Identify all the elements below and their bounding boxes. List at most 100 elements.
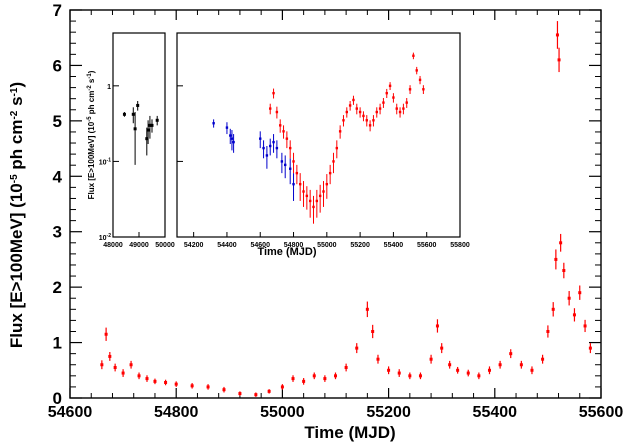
inset-right-data-point <box>375 110 378 114</box>
main-data-point <box>519 363 523 367</box>
main-data-point <box>344 366 348 370</box>
y-tick-label: 1 <box>53 334 62 353</box>
inset-right-data-point <box>418 78 422 82</box>
main-data-point <box>408 374 412 378</box>
inset-right-data-point <box>212 122 215 125</box>
inset-left-plot: 48000 49000 50000 10-2 1 10-1 <box>99 32 175 249</box>
main-data-point <box>562 269 566 273</box>
inset-right-data-point <box>422 88 425 91</box>
inset-right-data-point <box>395 107 398 110</box>
inset-right-data-point <box>275 146 279 150</box>
y-axis-title-part-2: ph cm <box>7 120 26 175</box>
inset-right-data-point <box>362 114 365 118</box>
x-axis-title: Time (MJD) <box>304 423 395 442</box>
inset-left-x-tick-label: 50000 <box>155 242 175 249</box>
main-data-point <box>572 313 576 317</box>
main-data-point <box>541 357 545 361</box>
inset-right-data-point <box>325 182 329 186</box>
inset-right-data-point <box>262 146 265 150</box>
inset-left-y-tick-label: 10-2 <box>99 233 111 242</box>
inset-right-data-point <box>372 119 375 122</box>
inset-right-data-point <box>269 144 272 148</box>
y-tick-label: 2 <box>53 278 62 297</box>
inset-right-data-point <box>355 107 358 110</box>
inset-right-data-point <box>259 137 262 140</box>
inset-right-data-point <box>318 194 322 198</box>
inset-right-data-point <box>284 163 287 167</box>
y-axis-title: Flux [E>100MeV] (10-5 ph cm-2 s-1) <box>7 82 26 348</box>
y-axis-title-part-4: ) <box>7 82 26 88</box>
inset-right-data-point <box>335 146 339 150</box>
x-tick-label: 55200 <box>366 404 411 421</box>
inset-right-x-tick-label: 55600 <box>417 242 437 249</box>
main-data-point <box>365 307 369 311</box>
inset-right-data-point <box>412 54 415 57</box>
main-data-point <box>440 346 444 350</box>
main-data-point <box>291 377 295 381</box>
inset-right-data-point <box>308 199 312 203</box>
main-data-point <box>190 384 194 388</box>
y-axis-title-sup-3: -1 <box>9 87 20 96</box>
main-data-point <box>551 307 555 311</box>
main-data-point <box>121 371 125 375</box>
inset-right-x-tick-label: 55400 <box>384 242 404 249</box>
inset-left-data-point <box>145 137 149 141</box>
inset-left-data-point <box>133 127 137 131</box>
main-plot-frame <box>69 9 602 399</box>
main-data-point <box>164 380 168 384</box>
main-data-point <box>222 388 226 392</box>
inset-right-plot: 54200 54400 54600 54800 55000 55200 55400 55600… <box>176 32 470 249</box>
inset-right-data-point <box>388 84 392 88</box>
x-tick-label: 54600 <box>48 404 93 421</box>
inset-right-data-point <box>229 134 232 137</box>
main-data-point <box>583 324 587 328</box>
inset-right-data-point <box>385 91 388 95</box>
main-data-series <box>100 21 592 397</box>
main-data-point <box>104 332 108 336</box>
main-data-point <box>456 368 460 372</box>
inset-right-data-point <box>358 110 362 114</box>
main-axis-ticks: 54600 54800 55000 55200 55400 55600 0 1 2 3 4 5 6 7 <box>48 1 623 421</box>
inset-right-data-point <box>408 88 412 91</box>
main-data-point <box>153 379 157 383</box>
main-data-point <box>371 329 375 333</box>
main-data-point <box>554 257 558 261</box>
x-tick-label: 55000 <box>260 404 305 421</box>
main-data-point <box>448 363 452 367</box>
main-data-point <box>206 385 210 389</box>
inset-right-data-point <box>272 140 275 144</box>
main-data-point <box>254 393 258 397</box>
x-tick-label: 55600 <box>579 404 623 421</box>
inset-right-x-axis-title: Time (MJD) <box>257 246 316 258</box>
inset-right-data-point <box>230 137 234 140</box>
main-data-point <box>376 357 380 361</box>
inset-right-data-point <box>279 124 282 127</box>
main-data-point <box>267 389 271 393</box>
main-data-point <box>498 363 502 367</box>
y-axis-title-sup-2: -2 <box>9 110 20 119</box>
main-data-point <box>567 296 571 300</box>
inset-right-data-point <box>338 130 342 133</box>
inset-right-data-point <box>342 119 345 122</box>
inset-right-data-point <box>315 199 319 203</box>
inset-right-data-point <box>289 146 292 150</box>
main-data-point <box>323 377 327 381</box>
main-data-point <box>578 291 582 295</box>
y-tick-label: 3 <box>53 223 62 242</box>
main-data-point <box>302 379 306 383</box>
inset-right-data-point <box>275 110 279 114</box>
inset-right-data-point <box>282 130 285 133</box>
main-data-point <box>137 374 141 378</box>
inset-left-y-axis-title: Flux [E>100MeV] (10-5 ph cm-2 s-1) <box>87 70 96 199</box>
inset-right-data-point <box>328 171 332 175</box>
main-data-point <box>435 324 439 328</box>
inset-right-data-point <box>392 96 395 99</box>
inset-right-data-point <box>345 110 348 114</box>
main-data-point <box>100 363 104 367</box>
inset-right-x-tick-label: 55200 <box>350 242 370 249</box>
main-data-point <box>429 357 433 361</box>
main-data-point <box>530 368 534 372</box>
main-data-point <box>397 371 401 375</box>
main-data-point <box>238 392 242 396</box>
inset-left-data-point <box>155 118 159 122</box>
